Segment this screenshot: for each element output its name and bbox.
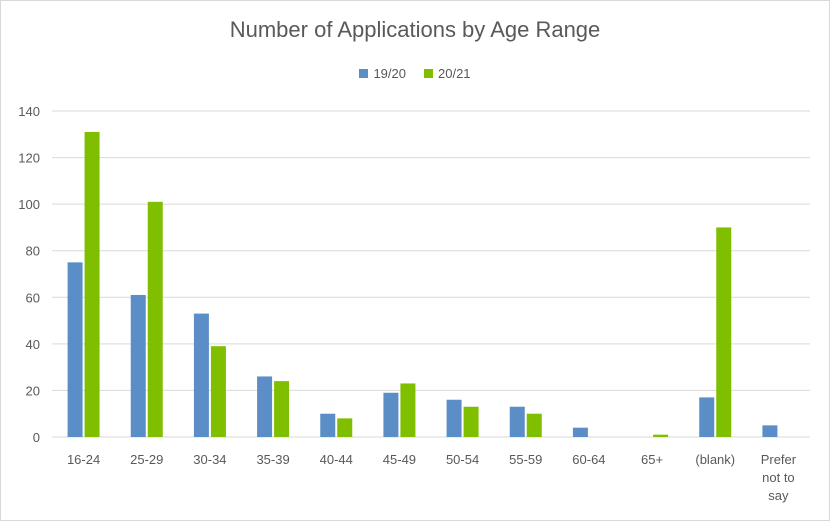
- x-tick-label: 55-59: [509, 452, 542, 467]
- bar-series-2: [274, 381, 290, 437]
- bar-series-1: [699, 397, 715, 437]
- bar-series-1: [383, 392, 399, 437]
- x-tick-label: 65+: [641, 452, 663, 467]
- y-tick-label: 20: [26, 383, 40, 398]
- bar-series-1: [572, 427, 588, 437]
- legend-label-series-1: 19/20: [373, 66, 406, 81]
- bar-series-2: [463, 406, 479, 437]
- y-tick-label: 100: [18, 197, 40, 212]
- bar-series-1: [320, 413, 336, 437]
- chart-title: Number of Applications by Age Range: [229, 17, 601, 42]
- bar-series-1: [193, 313, 209, 437]
- bar-series-2: [337, 418, 353, 437]
- bar-series-1: [67, 262, 83, 437]
- legend-item-series-2: 20/21: [424, 66, 471, 81]
- bar-series-1: [257, 376, 273, 437]
- legend-label-series-2: 20/21: [438, 66, 471, 81]
- x-tick-label: 50-54: [446, 452, 479, 467]
- y-tick-label: 60: [26, 290, 40, 305]
- bar-series-2: [716, 227, 732, 437]
- bar-series-1: [509, 406, 525, 437]
- y-tick-label: 40: [26, 337, 40, 352]
- bar-series-2: [84, 131, 100, 437]
- bar-series-1: [762, 425, 778, 437]
- y-tick-label: 120: [18, 151, 40, 166]
- x-tick-label: 60-64: [572, 452, 605, 467]
- bar-series-2: [400, 383, 416, 437]
- bar-series-1: [130, 294, 146, 437]
- legend-swatch-series-2: [424, 69, 433, 78]
- bar-series-1: [446, 399, 462, 437]
- x-tick-label: 40-44: [320, 452, 353, 467]
- x-tick-label: Prefer not to say: [761, 452, 797, 503]
- legend-item-series-1: 19/20: [359, 66, 406, 81]
- bar-series-2: [653, 434, 669, 437]
- x-tick-label: 16-24: [67, 452, 100, 467]
- y-tick-label: 140: [18, 104, 40, 119]
- bar-series-2: [210, 346, 226, 437]
- bar-series-2: [526, 413, 542, 437]
- chart-legend: 19/20 20/21: [0, 66, 830, 81]
- x-tick-label: 45-49: [383, 452, 416, 467]
- y-tick-label: 0: [33, 430, 40, 445]
- legend-swatch-series-1: [359, 69, 369, 78]
- bar-series-2: [147, 201, 163, 437]
- y-tick-label: 80: [26, 244, 40, 259]
- x-tick-label: (blank): [695, 452, 735, 467]
- x-tick-label: 30-34: [193, 452, 226, 467]
- x-tick-label: 35-39: [256, 452, 289, 467]
- x-tick-label: 25-29: [130, 452, 163, 467]
